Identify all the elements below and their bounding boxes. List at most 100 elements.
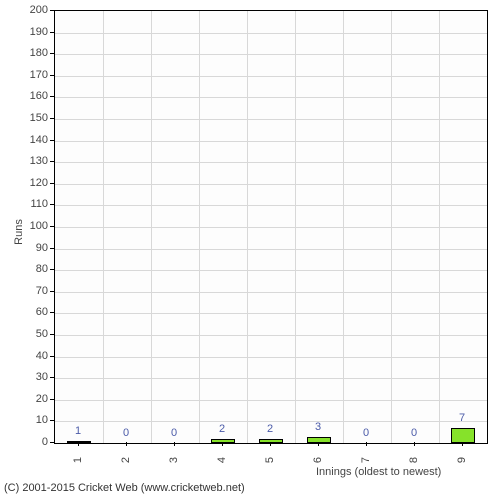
gridline-v <box>199 11 200 443</box>
gridline-h <box>55 292 487 293</box>
gridline-h <box>55 357 487 358</box>
gridline-h <box>55 335 487 336</box>
gridline-v <box>247 11 248 443</box>
gridline-h <box>55 227 487 228</box>
x-tick-mark <box>366 442 367 446</box>
y-tick-label: 200 <box>26 4 48 16</box>
y-tick-mark <box>50 10 54 11</box>
y-tick-mark <box>50 377 54 378</box>
y-tick-mark <box>50 53 54 54</box>
y-tick-mark <box>50 291 54 292</box>
y-tick-label: 50 <box>26 328 48 340</box>
gridline-h <box>55 33 487 34</box>
y-tick-mark <box>50 183 54 184</box>
y-tick-label: 120 <box>26 177 48 189</box>
copyright-text: (C) 2001-2015 Cricket Web (www.cricketwe… <box>4 482 245 494</box>
y-tick-label: 0 <box>26 436 48 448</box>
x-tick-mark <box>318 442 319 446</box>
chart-container: Runs Innings (oldest to newest) (C) 2001… <box>0 0 500 500</box>
y-tick-label: 30 <box>26 371 48 383</box>
bar-value-label: 0 <box>363 427 369 439</box>
gridline-h <box>55 249 487 250</box>
y-tick-label: 60 <box>26 306 48 318</box>
x-tick-mark <box>174 442 175 446</box>
y-tick-label: 190 <box>26 26 48 38</box>
gridline-h <box>55 119 487 120</box>
x-tick-mark <box>270 442 271 446</box>
x-tick-mark <box>462 442 463 446</box>
plot-area <box>54 10 488 444</box>
y-tick-label: 140 <box>26 134 48 146</box>
gridline-h <box>55 76 487 77</box>
x-tick-label: 1 <box>72 457 84 463</box>
gridline-v <box>343 11 344 443</box>
y-tick-label: 160 <box>26 90 48 102</box>
y-tick-label: 100 <box>26 220 48 232</box>
bar-value-label: 2 <box>219 423 225 435</box>
gridline-h <box>55 97 487 98</box>
y-tick-mark <box>50 356 54 357</box>
y-tick-label: 130 <box>26 155 48 167</box>
bar <box>451 428 474 443</box>
y-tick-mark <box>50 75 54 76</box>
y-tick-label: 150 <box>26 112 48 124</box>
y-tick-label: 10 <box>26 414 48 426</box>
y-tick-mark <box>50 269 54 270</box>
y-tick-mark <box>50 140 54 141</box>
y-tick-mark <box>50 399 54 400</box>
x-tick-label: 2 <box>120 457 132 463</box>
y-tick-mark <box>50 442 54 443</box>
y-tick-mark <box>50 248 54 249</box>
x-tick-label: 3 <box>168 457 180 463</box>
gridline-v <box>151 11 152 443</box>
bar-value-label: 1 <box>75 425 81 437</box>
gridline-v <box>391 11 392 443</box>
bar-value-label: 0 <box>411 427 417 439</box>
bar-value-label: 0 <box>171 427 177 439</box>
bar-value-label: 2 <box>267 423 273 435</box>
y-tick-mark <box>50 161 54 162</box>
gridline-h <box>55 400 487 401</box>
gridline-h <box>55 313 487 314</box>
y-tick-mark <box>50 118 54 119</box>
y-tick-label: 90 <box>26 242 48 254</box>
x-tick-label: 6 <box>312 457 324 463</box>
x-tick-label: 7 <box>360 457 372 463</box>
gridline-v <box>103 11 104 443</box>
y-tick-mark <box>50 312 54 313</box>
y-tick-label: 70 <box>26 285 48 297</box>
y-tick-mark <box>50 420 54 421</box>
gridline-h <box>55 54 487 55</box>
gridline-v <box>439 11 440 443</box>
y-tick-label: 40 <box>26 350 48 362</box>
x-tick-mark <box>414 442 415 446</box>
x-tick-label: 5 <box>264 457 276 463</box>
y-tick-mark <box>50 204 54 205</box>
x-axis-label: Innings (oldest to newest) <box>316 466 441 478</box>
y-tick-mark <box>50 96 54 97</box>
bar-value-label: 0 <box>123 427 129 439</box>
y-tick-label: 170 <box>26 69 48 81</box>
x-tick-mark <box>78 442 79 446</box>
gridline-h <box>55 184 487 185</box>
y-tick-mark <box>50 32 54 33</box>
gridline-h <box>55 270 487 271</box>
gridline-v <box>295 11 296 443</box>
y-tick-mark <box>50 334 54 335</box>
y-tick-label: 20 <box>26 393 48 405</box>
gridline-h <box>55 141 487 142</box>
x-tick-label: 8 <box>408 457 420 463</box>
y-tick-label: 180 <box>26 47 48 59</box>
x-tick-mark <box>126 442 127 446</box>
bar-value-label: 3 <box>315 421 321 433</box>
x-tick-label: 4 <box>216 457 228 463</box>
y-axis-label: Runs <box>13 219 25 245</box>
y-tick-mark <box>50 226 54 227</box>
y-tick-label: 110 <box>26 198 48 210</box>
x-tick-mark <box>222 442 223 446</box>
gridline-h <box>55 162 487 163</box>
y-tick-label: 80 <box>26 263 48 275</box>
bar-value-label: 7 <box>459 412 465 424</box>
x-tick-label: 9 <box>456 457 468 463</box>
gridline-h <box>55 378 487 379</box>
